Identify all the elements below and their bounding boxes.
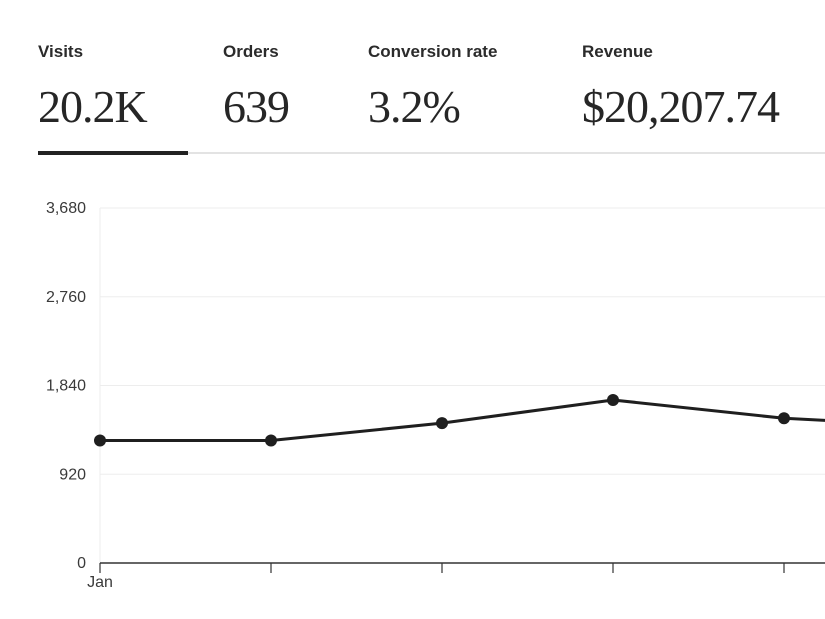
y-tick-label: 2,760	[46, 289, 86, 306]
metric-tab-orders[interactable]: Orders 639	[223, 0, 343, 150]
metric-tab-visits[interactable]: Visits 20.2K	[38, 0, 188, 150]
metric-value: 639	[223, 81, 290, 132]
data-point	[436, 417, 448, 430]
tab-track	[38, 152, 825, 154]
selected-tab-indicator	[38, 151, 188, 155]
metric-label: Conversion rate	[368, 42, 498, 61]
x-tick-label: Jan	[87, 574, 113, 591]
data-point	[94, 434, 106, 447]
y-tick-label: 0	[77, 555, 86, 572]
series-line	[100, 398, 825, 442]
metric-value: $20,207.74	[582, 81, 780, 132]
y-tick-label: 920	[59, 466, 86, 483]
metric-value: 3.2%	[368, 81, 461, 132]
metric-tabs: Visits 20.2K Orders 639 Conversion rate …	[0, 0, 825, 160]
y-tick-label: 3,680	[46, 200, 86, 217]
metric-label: Revenue	[582, 42, 653, 61]
data-point	[265, 434, 277, 447]
metric-tab-revenue[interactable]: Revenue $20,207.74	[582, 0, 825, 150]
metric-value: 20.2K	[38, 81, 148, 132]
metric-label: Visits	[38, 42, 84, 61]
data-point	[778, 412, 790, 425]
data-point	[607, 393, 619, 406]
metric-tab-conversion-rate[interactable]: Conversion rate 3.2%	[368, 0, 558, 150]
y-tick-label: 1,840	[46, 378, 86, 395]
metric-label: Orders	[223, 42, 279, 61]
